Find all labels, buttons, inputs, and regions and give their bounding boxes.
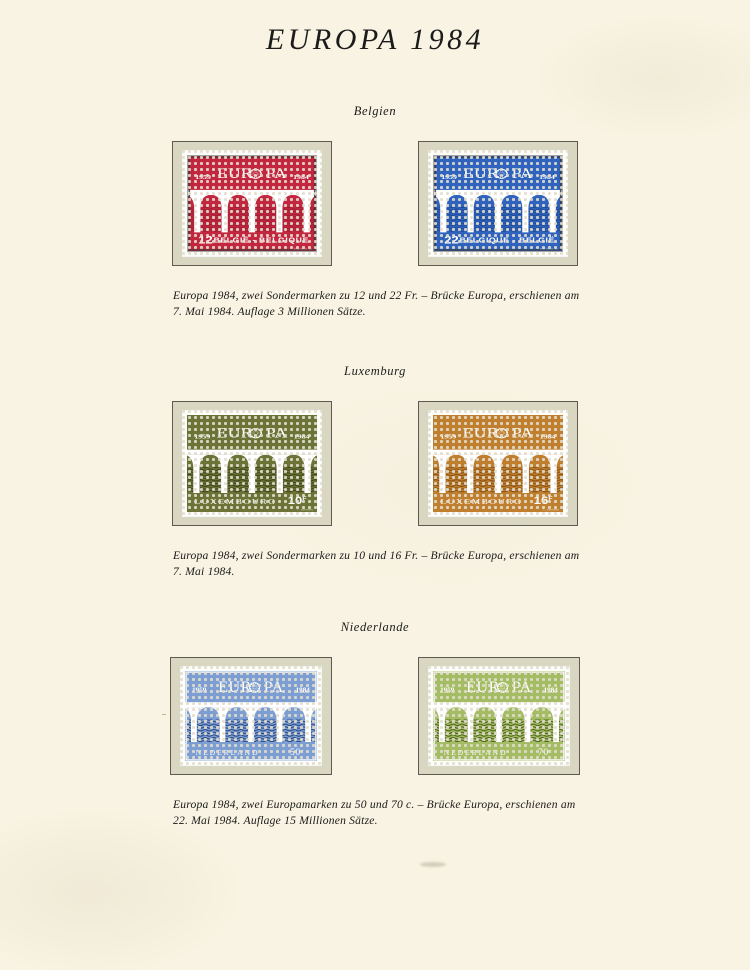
section-caption: Europa 1984, zwei Sondermarken zu 10 und…	[173, 549, 580, 578]
country-heading: Belgien	[353, 104, 397, 118]
country-heading: Niederlande	[340, 620, 410, 634]
country-section-belgien: Belgien 1959 1984 EUROPA 12 BELGIË - BEL…	[0, 104, 750, 320]
svg-text:1959: 1959	[440, 432, 456, 440]
stamp-mount[interactable]: 1959 1984 EUROPA NEDERLAND 50c	[170, 657, 332, 775]
section-caption: Europa 1984, zwei Sondermarken zu 12 und…	[173, 289, 580, 318]
stamp-design-bridge-europa: 1959 1984 EUROPA 12 BELGIË - BELGIQUE 19…	[187, 155, 317, 252]
stamp-row: 1959 1984 EUROPA 12 BELGIË - BELGIQUE 19…	[0, 141, 750, 266]
stamp-mount[interactable]: 1959 1984 EUROPA LUXEMBOURG 10F L. JORIS…	[172, 401, 332, 526]
stamp-mount[interactable]: 1959 1984 EUROPA NEDERLAND 70c	[418, 657, 580, 775]
svg-text:12: 12	[198, 233, 213, 246]
country-section-luxemburg: Luxemburg 1959 1984 EUROPA LUXEMBOURG 10…	[0, 364, 750, 580]
section-caption: Europa 1984, zwei Europamarken zu 50 und…	[173, 798, 576, 827]
postage-stamp[interactable]: 1959 1984 EUROPA NEDERLAND 70c	[428, 666, 570, 766]
svg-text:1959: 1959	[440, 687, 455, 695]
postage-stamp[interactable]: 1959 1984 EUROPA LUXEMBOURG 16F L. JORIS…	[428, 410, 568, 517]
svg-text:L. JORISSEN: L. JORISSEN	[543, 509, 559, 511]
stamp-design-bridge-europa: 1959 1984 EUROPA NEDERLAND 50c	[185, 671, 317, 761]
svg-text:1984: 1984	[294, 432, 310, 440]
postage-stamp[interactable]: 1959 1984 EUROPA 22 BELGIQUE - BELGIË 19…	[428, 150, 568, 257]
svg-text:1959: 1959	[194, 432, 210, 440]
svg-text:LUXEMBOURG: LUXEMBOURG	[194, 497, 276, 506]
svg-text:1984: 1984	[539, 174, 555, 181]
stamp-design-bridge-europa: 1959 1984 EUROPA LUXEMBOURG 16F L. JORIS…	[433, 415, 563, 512]
svg-text:1984 / BRU - JC: 1984 / BRU - JC	[294, 248, 312, 250]
svg-text:L. JORISSEN: L. JORISSEN	[297, 509, 313, 511]
svg-text:22: 22	[444, 233, 459, 246]
svg-text:BELGIQUE - BELGIË: BELGIQUE - BELGIË	[460, 236, 555, 244]
stamp-design-bridge-europa: 1959 1984 EUROPA NEDERLAND 70c	[433, 671, 565, 761]
paper-mark	[162, 714, 166, 715]
stamp-mount[interactable]: 1959 1984 EUROPA LUXEMBOURG 16F L. JORIS…	[418, 401, 578, 526]
postage-stamp[interactable]: 1959 1984 EUROPA 12 BELGIË - BELGIQUE 19…	[182, 150, 322, 257]
stamp-row: 1959 1984 EUROPA LUXEMBOURG 10F L. JORIS…	[0, 401, 750, 526]
svg-text:BELGIË - BELGIQUE: BELGIË - BELGIQUE	[214, 236, 309, 244]
stamp-mount[interactable]: 1959 1984 EUROPA 22 BELGIQUE - BELGIË 19…	[418, 141, 578, 266]
stamp-design-bridge-europa: 1959 1984 EUROPA 22 BELGIQUE - BELGIË 19…	[433, 155, 563, 252]
svg-text:1984: 1984	[296, 687, 311, 695]
svg-text:1959: 1959	[441, 174, 457, 181]
svg-text:NEDERLAND: NEDERLAND	[444, 748, 508, 757]
svg-text:LUXEMBOURG: LUXEMBOURG	[440, 497, 522, 506]
postage-stamp[interactable]: 1959 1984 EUROPA NEDERLAND 50c	[180, 666, 322, 766]
stamp-row: 1959 1984 EUROPA NEDERLAND 50c 1959 1984…	[0, 657, 750, 775]
paper-smudge	[420, 862, 446, 867]
svg-text:NEDERLAND: NEDERLAND	[196, 748, 260, 757]
country-section-niederlande: Niederlande 1959 1984 EUROPA NEDERLAND 5…	[0, 620, 750, 829]
svg-text:1984 / BRU - JC: 1984 / BRU - JC	[540, 248, 558, 250]
stamp-mount[interactable]: 1959 1984 EUROPA 12 BELGIË - BELGIQUE 19…	[172, 141, 332, 266]
page-title: EUROPA 1984	[265, 23, 485, 56]
stamp-design-bridge-europa: 1959 1984 EUROPA LUXEMBOURG 10F L. JORIS…	[187, 415, 317, 512]
svg-text:1959: 1959	[195, 174, 211, 181]
svg-text:1984: 1984	[293, 174, 309, 181]
country-heading: Luxemburg	[344, 364, 406, 378]
postage-stamp[interactable]: 1959 1984 EUROPA LUXEMBOURG 10F L. JORIS…	[182, 410, 322, 517]
svg-text:1984: 1984	[540, 432, 556, 440]
svg-text:1959: 1959	[192, 687, 207, 695]
svg-text:1984: 1984	[544, 687, 559, 695]
